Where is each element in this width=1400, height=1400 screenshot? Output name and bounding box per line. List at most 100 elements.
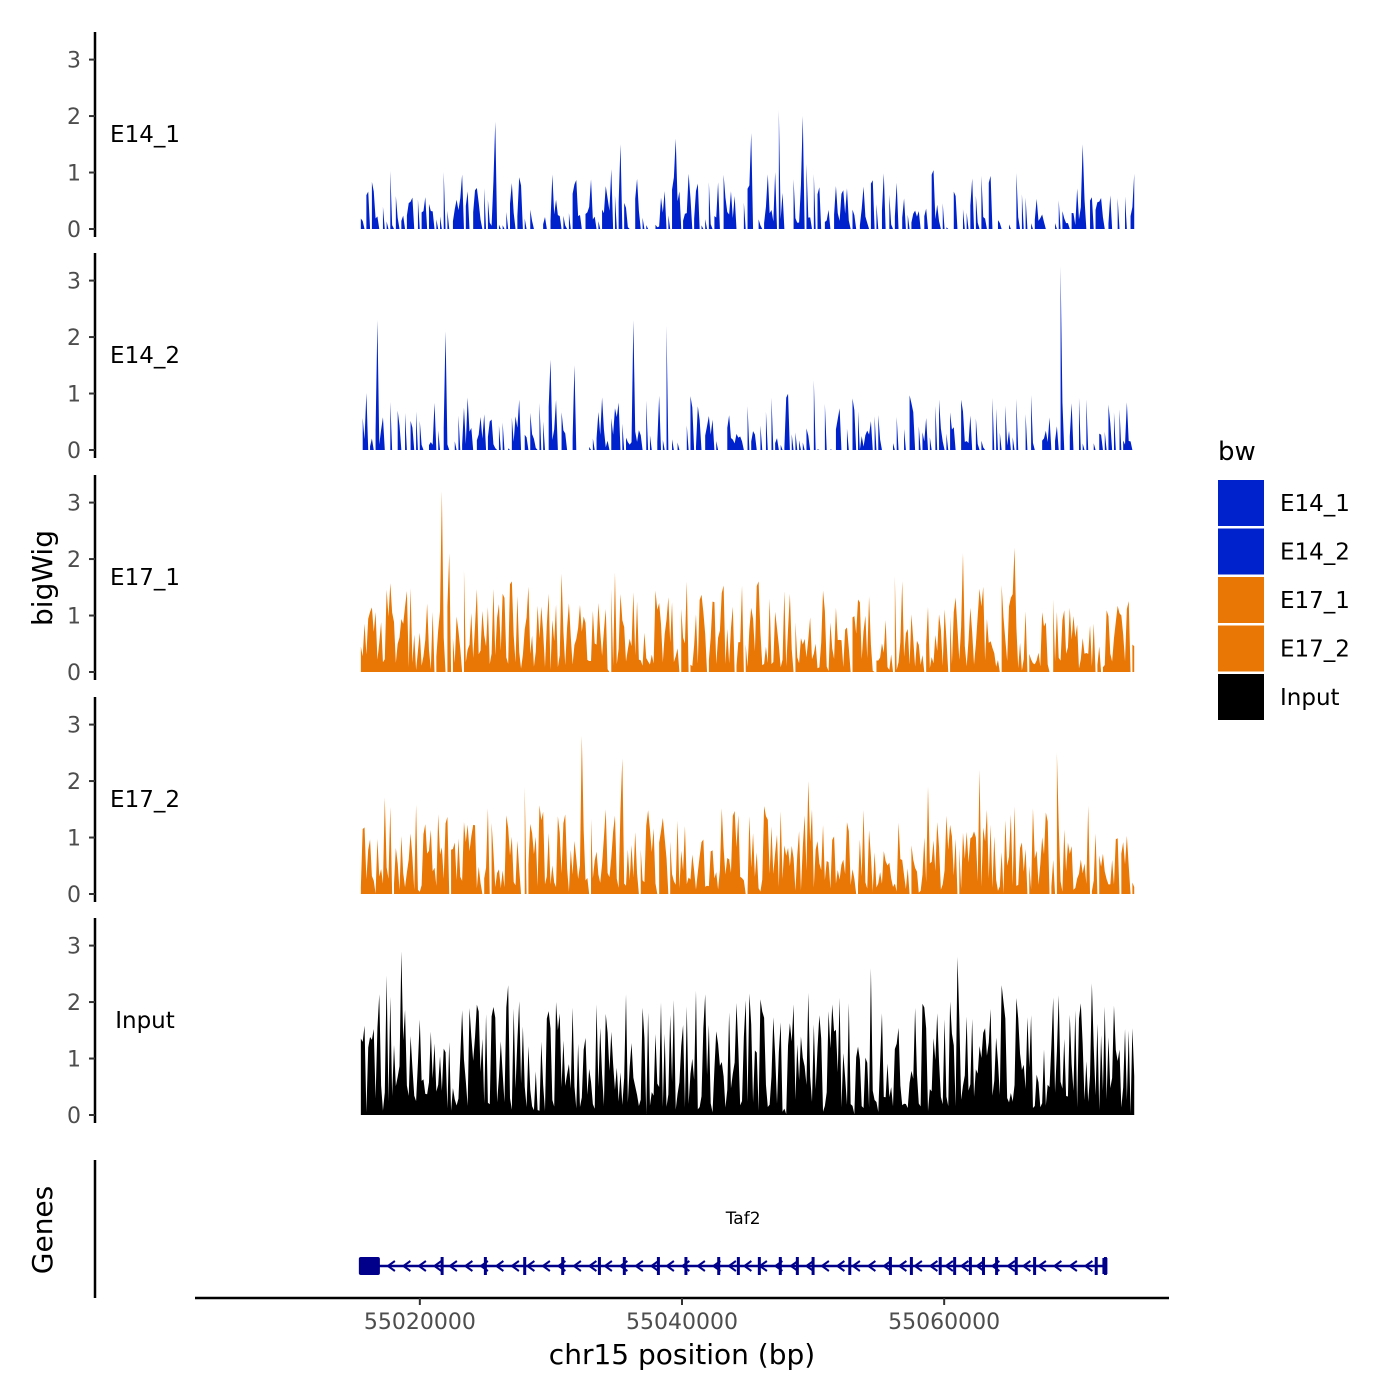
gene-exon	[684, 1257, 688, 1275]
strand-chevron	[1052, 1260, 1062, 1272]
strand-chevron	[479, 1260, 489, 1272]
gene-exon	[1014, 1257, 1018, 1275]
strand-chevron	[649, 1260, 659, 1272]
gene-exon	[795, 1257, 799, 1275]
strand-chevron	[975, 1260, 985, 1272]
legend-swatch-E17_1	[1218, 577, 1264, 623]
gene-exon	[717, 1257, 721, 1275]
y-tick-label: 3	[67, 270, 81, 295]
strand-chevron	[432, 1260, 442, 1272]
gene-exon	[523, 1257, 527, 1275]
gene-exon	[938, 1257, 942, 1275]
strand-chevron	[913, 1260, 923, 1272]
x-tick-label: 55020000	[364, 1310, 476, 1335]
strand-chevron	[572, 1260, 582, 1272]
y-tick-label: 0	[67, 439, 81, 464]
legend-label-E14_1: E14_1	[1280, 491, 1350, 517]
strand-chevron	[959, 1260, 969, 1272]
track-label: Input	[115, 1008, 175, 1034]
gene-exon	[848, 1257, 852, 1275]
y-tick-label: 1	[67, 1048, 81, 1073]
legend: bw E14_1 E14_2 E17_1 E17_2 Input	[1218, 437, 1350, 720]
strand-chevron	[804, 1260, 814, 1272]
gene-exon	[995, 1257, 999, 1275]
gene-exon	[597, 1257, 601, 1275]
strand-chevron	[897, 1260, 907, 1272]
y-tick-label: 3	[67, 492, 81, 517]
y-tick-label: 1	[67, 162, 81, 187]
strand-chevron	[463, 1260, 473, 1272]
y-tick-label: 0	[67, 883, 81, 908]
gene-exon	[1094, 1257, 1098, 1275]
y-tick-label: 2	[67, 326, 81, 351]
track-E14_1: 0 1 2 3 E14_1	[67, 32, 1135, 243]
x-tick-label: 55040000	[626, 1310, 738, 1335]
gene-exon	[811, 1257, 815, 1275]
y-tick-label: 2	[67, 548, 81, 573]
strand-chevron	[1083, 1260, 1093, 1272]
y-tick-label: 3	[67, 49, 81, 74]
gene-exon	[561, 1257, 565, 1275]
track-E14_2: 0 1 2 3 E14_2	[67, 253, 1135, 464]
signal-area-E17_1	[360, 491, 1135, 672]
strand-chevron	[417, 1260, 427, 1272]
strand-chevron	[851, 1260, 861, 1272]
y-tick-label: 2	[67, 105, 81, 130]
strand-chevron	[711, 1260, 721, 1272]
strand-chevron	[541, 1260, 551, 1272]
gene-exon	[1033, 1257, 1037, 1275]
track-panels: 0 1 2 3 E14_1 0 1 2 3 E14_2 0 1 2 3 E17_1 0 1 2 3 E17_2 0 1 2 3…	[67, 32, 1135, 1129]
gene-exon	[981, 1257, 985, 1275]
strand-chevron	[789, 1260, 799, 1272]
gene-exon	[888, 1257, 892, 1275]
legend-title: bw	[1218, 437, 1256, 467]
gene-exon	[778, 1257, 782, 1275]
track-E17_1: 0 1 2 3 E17_1	[67, 475, 1135, 686]
y-tick-label: 0	[67, 218, 81, 243]
strand-chevron	[556, 1260, 566, 1272]
gene-exon	[968, 1257, 972, 1275]
legend-swatch-Input	[1218, 674, 1264, 720]
legend-label-E17_1: E17_1	[1280, 588, 1350, 614]
strand-chevron	[928, 1260, 938, 1272]
signal-area-E14_2	[362, 266, 1135, 450]
strand-chevron	[401, 1260, 411, 1272]
gene-exon	[483, 1257, 487, 1275]
gene-exon	[656, 1257, 660, 1275]
strand-chevron	[448, 1260, 458, 1272]
strand-chevron	[773, 1260, 783, 1272]
gene-track: Taf2	[93, 1160, 1108, 1298]
y-tick-label: 3	[67, 714, 81, 739]
signal-area-Input	[360, 951, 1135, 1115]
y-tick-label: 0	[67, 661, 81, 686]
gene-exon	[440, 1257, 444, 1275]
track-label: E14_2	[110, 343, 180, 369]
x-tick-label: 55060000	[888, 1310, 1000, 1335]
strand-chevron	[866, 1260, 876, 1272]
genes-axis-title: Genes	[26, 1186, 59, 1274]
x-axis-title: chr15 position (bp)	[549, 1338, 815, 1371]
y-tick-label: 3	[67, 935, 81, 960]
strand-chevron	[1006, 1260, 1016, 1272]
y-tick-label: 0	[67, 1104, 81, 1129]
gene-exon	[736, 1257, 740, 1275]
strand-chevron	[990, 1260, 1000, 1272]
strand-chevron	[510, 1260, 520, 1272]
legend-swatch-E14_2	[1218, 528, 1264, 575]
y-tick-label: 1	[67, 383, 81, 408]
strand-chevron	[727, 1260, 737, 1272]
gene-utr	[358, 1257, 380, 1275]
strand-chevron	[525, 1260, 535, 1272]
track-label: E17_2	[110, 787, 180, 813]
strand-chevron	[696, 1260, 706, 1272]
gene-end-cap	[1102, 1258, 1108, 1274]
strand-chevron	[944, 1260, 954, 1272]
y-tick-label: 2	[67, 770, 81, 795]
gene-exon	[953, 1257, 957, 1275]
legend-label-Input: Input	[1280, 685, 1340, 711]
gene-exon	[622, 1257, 626, 1275]
strand-chevron	[587, 1260, 597, 1272]
legend-label-E17_2: E17_2	[1280, 637, 1350, 663]
